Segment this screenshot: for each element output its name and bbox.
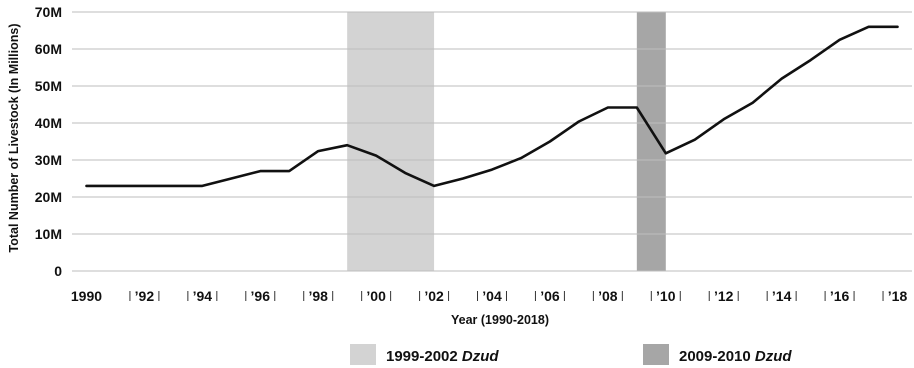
legend-label-2: 2009-2010 Dzud <box>679 348 792 365</box>
legend-label-1: 1999-2002 Dzud <box>386 348 499 365</box>
x-tick-label: ’12 <box>714 288 734 304</box>
x-tick-label: 1990 <box>71 288 102 304</box>
x-minor-ticks <box>129 291 884 301</box>
x-tick-label: ’98 <box>308 288 328 304</box>
x-tick-label: ’10 <box>656 288 676 304</box>
series-lines <box>85 25 899 188</box>
shaded-periods <box>347 12 666 271</box>
y-tick-label: 40M <box>35 115 62 131</box>
x-axis-title: Year (1990-2018) <box>451 313 549 327</box>
x-tick-label: ’04 <box>482 288 502 304</box>
gridlines <box>72 11 912 272</box>
x-tick-label: ’18 <box>888 288 908 304</box>
x-tick-label: ’96 <box>251 288 271 304</box>
x-tick-label: ’14 <box>772 288 792 304</box>
series-line-1 <box>85 25 899 188</box>
x-tick-label: ’94 <box>193 288 213 304</box>
shaded-period-1 <box>347 12 435 271</box>
x-tick-label: ’16 <box>830 288 850 304</box>
y-tick-label: 10M <box>35 226 62 242</box>
x-tick-label: ’00 <box>366 288 386 304</box>
legend-label-dzud: Dzud <box>462 348 499 365</box>
legend: 1999-2002 Dzud 2009-2010 Dzud <box>350 344 792 365</box>
legend-swatch-1 <box>350 344 376 365</box>
shaded-period-2 <box>636 12 666 271</box>
y-tick-label: 20M <box>35 189 62 205</box>
y-tick-label: 70M <box>35 4 62 20</box>
legend-label-years: 2009-2010 <box>679 348 755 365</box>
y-axis-title: Total Number of Livestock (In Millions) <box>7 24 21 253</box>
x-tick-label: ’92 <box>135 288 155 304</box>
x-tick-label: ’06 <box>540 288 560 304</box>
legend-label-years: 1999-2002 <box>386 348 462 365</box>
legend-label-dzud: Dzud <box>755 348 792 365</box>
x-tick-labels: 1990 ’92 ’94 ’96 ’98 ’00 ’02 ’04 ’06 ’08 ’10 ’12 ’14… <box>71 288 908 304</box>
y-tick-label: 0 <box>54 263 62 279</box>
x-tick-label: ’08 <box>598 288 618 304</box>
y-tick-label: 30M <box>35 152 62 168</box>
y-tick-label: 60M <box>35 41 62 57</box>
x-tick-label: ’02 <box>424 288 444 304</box>
legend-swatch-2 <box>643 344 669 365</box>
y-tick-label: 50M <box>35 78 62 94</box>
y-tick-labels: 0 10M 20M 30M 40M 50M 60M 70M <box>35 4 62 279</box>
